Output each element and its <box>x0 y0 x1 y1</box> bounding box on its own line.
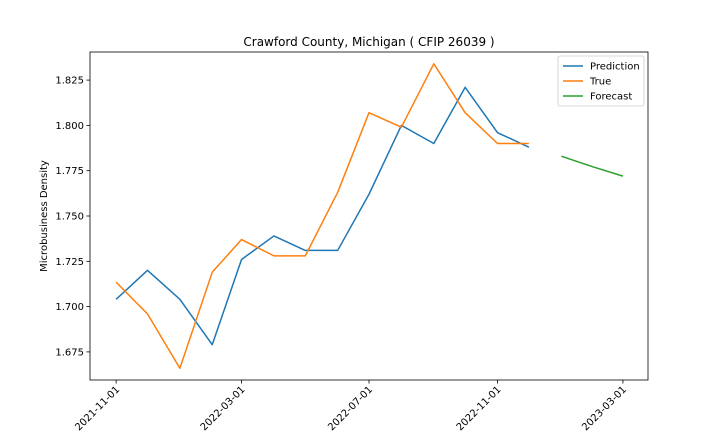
series-layer <box>115 63 624 369</box>
legend-label-forecast: Forecast <box>590 92 632 103</box>
legend: Prediction True Forecast <box>557 55 645 107</box>
y-tick-label: 1.825 <box>55 76 84 87</box>
y-tick-label: 1.750 <box>55 212 84 223</box>
y-tick-label: 1.775 <box>55 166 84 177</box>
series-line-true <box>115 63 529 369</box>
y-tick-label: 1.700 <box>55 302 84 313</box>
legend-label-true: True <box>589 77 611 88</box>
legend-box <box>557 55 645 107</box>
y-tick-label: 1.725 <box>55 257 84 268</box>
y-axis-label: Microbusiness Density <box>39 160 50 272</box>
chart-title: Crawford County, Michigan ( CFIP 26039 ) <box>243 35 494 49</box>
y-tick-label: 1.800 <box>55 121 84 132</box>
legend-label-prediction: Prediction <box>590 62 640 73</box>
series-line-prediction <box>115 86 530 346</box>
y-tick-label: 1.675 <box>55 347 84 358</box>
